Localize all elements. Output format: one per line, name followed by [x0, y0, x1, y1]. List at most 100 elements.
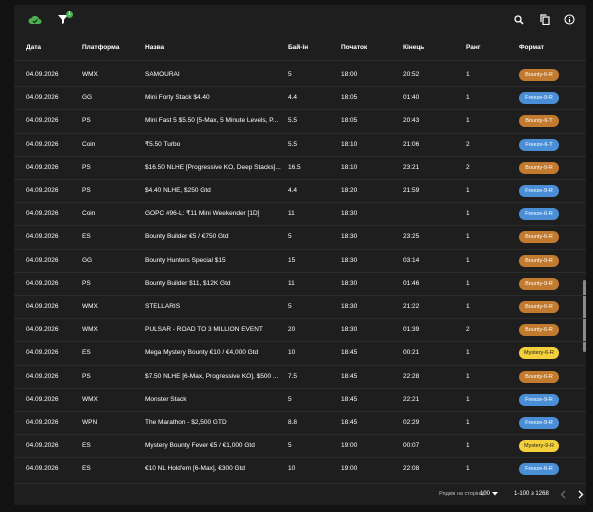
table-cell: 10	[288, 465, 296, 473]
prev-page[interactable]	[560, 490, 566, 499]
table-cell: 04.09.2026	[26, 71, 59, 78]
rows-per-page[interactable]: 100	[480, 491, 491, 497]
table-cell: 1	[466, 395, 470, 403]
row-separator	[14, 318, 586, 320]
table-cell: 2	[466, 140, 470, 148]
format-pill: Bounty-9-R	[519, 254, 559, 267]
format-pill: Freeze-6-T	[519, 138, 559, 151]
column-header: Ранг	[466, 44, 481, 51]
row-separator	[14, 202, 586, 204]
copy-icon[interactable]	[540, 14, 550, 25]
column-header: Дата	[26, 44, 42, 51]
row-separator	[14, 387, 586, 389]
row-separator	[14, 179, 586, 180]
dropdown-arrow[interactable]	[492, 492, 498, 496]
format-pill: Freeze-9-R	[519, 185, 559, 197]
table-cell: 23:21	[403, 163, 420, 171]
table-cell: Coin	[82, 140, 96, 148]
table-cell: GOPC #96-L: ₹11 Mini Weekender [1D]	[145, 210, 260, 218]
scrollbar-thumb[interactable]	[583, 280, 586, 352]
rows-per-page-label: Рядків на сторінці:	[439, 491, 486, 497]
table-cell: 19:00	[341, 442, 358, 450]
table-cell: 19:00	[341, 465, 358, 473]
row-separator	[14, 155, 586, 157]
table-cell: 7.5	[288, 372, 298, 380]
table-cell: Mini Fast 5 $5.50 [5-Max, 5 Minute Level…	[145, 117, 279, 125]
table-cell: 1	[466, 349, 470, 357]
table-cell: 04.09.2026	[26, 395, 59, 403]
cloud-icon[interactable]	[28, 14, 42, 26]
table-cell: ₹5.50 Turbo	[145, 140, 181, 148]
table-cell: 04.09.2026	[26, 372, 59, 380]
table-cell: 18:05	[341, 117, 358, 125]
table-cell: The Marathon - $2,500 GTD	[145, 419, 227, 426]
table-cell: Bounty Hunters Special $15	[145, 256, 226, 264]
table-cell: 04.09.2026	[26, 163, 59, 171]
table-cell: 01:40	[403, 94, 420, 102]
table-cell: GG	[82, 94, 93, 102]
table-cell: PS	[82, 279, 91, 287]
table-cell: 00:07	[403, 442, 420, 450]
table-cell: 04.09.2026	[26, 256, 59, 264]
row-separator	[14, 411, 586, 412]
column-header: Формат	[519, 44, 544, 51]
table-cell: $7.50 NLHE [6-Max, Progressive KO], $500…	[145, 372, 279, 380]
table-cell: 10	[288, 349, 296, 357]
table-cell: 04.09.2026	[26, 279, 59, 287]
table-cell: €10 NL Hold'em [6-Max], €300 Gtd	[145, 465, 245, 473]
row-separator	[14, 295, 586, 296]
row-separator	[14, 132, 586, 134]
format-pill: Bounty-6-R	[519, 231, 559, 244]
table-cell: STELLARIS	[145, 303, 181, 310]
table-cell: 02:29	[403, 419, 420, 426]
table-cell: 23:25	[403, 233, 420, 241]
table-cell: ES	[82, 465, 91, 473]
table-cell: 1	[466, 117, 470, 125]
next-page[interactable]	[578, 490, 584, 499]
table-cell: Mystery Bounty Fever €5 / €1,000 Gtd	[145, 442, 255, 450]
table-cell: 18:00	[341, 71, 358, 78]
row-separator	[14, 457, 586, 459]
table-cell: 18:30	[341, 279, 358, 287]
table-cell: 8.8	[288, 419, 298, 426]
table-cell: 18:45	[341, 349, 358, 357]
table-cell: 1	[466, 303, 470, 310]
format-pill: Bounty-6-T	[519, 115, 559, 128]
table-cell: 04.09.2026	[26, 349, 59, 357]
page-range: 1-100 з 1268	[514, 491, 549, 497]
format-pill: Freeze-9-R	[519, 92, 559, 105]
table-cell: 5	[288, 395, 292, 403]
table-cell: 5	[288, 71, 292, 78]
info-icon[interactable]	[564, 14, 575, 25]
table-cell: PS	[82, 372, 91, 380]
table-cell: 1	[466, 419, 470, 426]
format-pill: Mystery-6-R	[519, 347, 559, 360]
table-cell: Bounty Builder $11, $12K Gtd	[145, 279, 231, 287]
search-icon[interactable]	[514, 15, 524, 25]
table-cell: $16.50 NLHE [Progressive KO, Deep Stacks…	[145, 163, 281, 171]
column-header: Бай-ін	[288, 44, 309, 51]
table-cell: WPN	[82, 419, 98, 426]
table-cell: 18:45	[341, 372, 358, 380]
row-separator	[14, 271, 586, 273]
row-separator	[14, 341, 586, 343]
table-cell: SAMOURAI	[145, 71, 180, 78]
table-cell: 18:10	[341, 140, 358, 148]
filter-icon[interactable]	[58, 14, 68, 24]
table-cell: 5.5	[288, 140, 298, 148]
table-cell: 04.09.2026	[26, 303, 59, 310]
table-cell: 18:30	[341, 256, 358, 264]
table-cell: GG	[82, 256, 93, 264]
table-cell: 1	[466, 279, 470, 287]
table-cell: 18:30	[341, 303, 358, 310]
table-cell: PS	[82, 187, 91, 194]
table-cell: 20:52	[403, 71, 420, 78]
table-cell: 22:21	[403, 395, 420, 403]
table-cell: 04.09.2026	[26, 94, 59, 102]
row-separator	[14, 434, 586, 436]
table-cell: 18:45	[341, 395, 358, 403]
format-pill: Bounty-6-R	[519, 301, 559, 313]
table-cell: 04.09.2026	[26, 326, 59, 334]
table-cell: Coin	[82, 210, 96, 218]
